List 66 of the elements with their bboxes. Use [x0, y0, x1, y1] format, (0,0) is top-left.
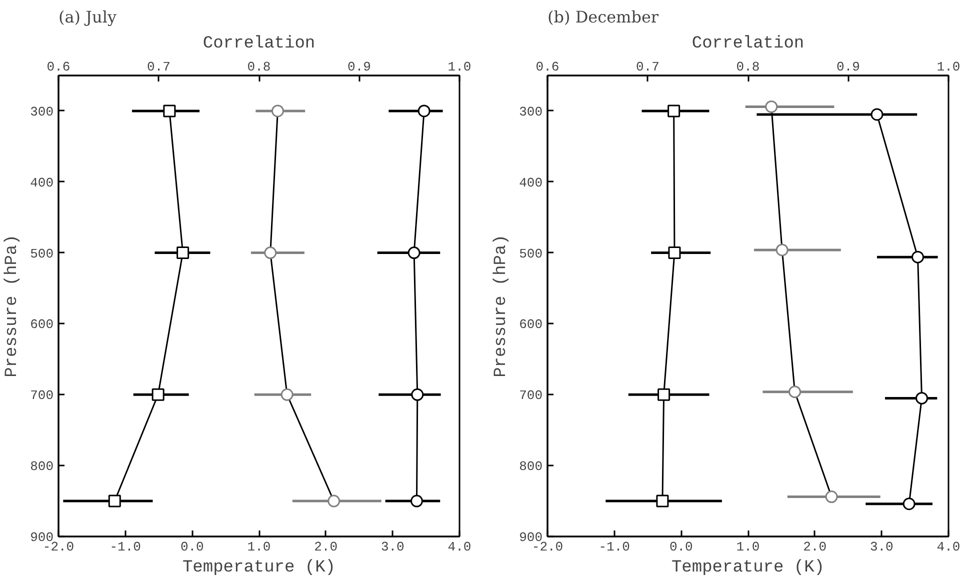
y-tick-label: 400 — [30, 175, 54, 190]
y-axis-title: Pressure (hPa) — [492, 234, 512, 378]
point — [656, 494, 669, 508]
point — [916, 392, 928, 404]
point — [264, 246, 277, 260]
point — [411, 388, 424, 401]
y-tick-label: 800 — [30, 459, 54, 474]
x-tick-label: 4.0 — [936, 540, 960, 554]
x2-tick-label: 0.7 — [636, 60, 660, 74]
point — [765, 100, 778, 113]
y-tick-label: 400 — [519, 175, 542, 190]
x2-tick-label: 0.9 — [348, 60, 371, 74]
point — [870, 108, 884, 121]
x-tick-label: 3.0 — [870, 540, 894, 554]
point — [176, 246, 190, 260]
x-tick-label: 2.0 — [803, 540, 827, 554]
point — [902, 498, 916, 510]
y-tick-label: 300 — [30, 104, 54, 120]
point — [108, 494, 121, 508]
y-tick-label: 700 — [30, 388, 54, 404]
point — [163, 104, 176, 118]
x-tick-label: 4.0 — [448, 540, 472, 554]
x-tick-label: 1.0 — [247, 540, 271, 554]
y-axis-title: Pressure (hPa) — [3, 234, 22, 378]
x2-axis-title: Correlation — [692, 34, 804, 54]
x-tick-label: 0.0 — [669, 540, 693, 554]
x2-tick-label: 0.6 — [536, 60, 560, 74]
x-tick-label: 2.0 — [314, 540, 338, 554]
point — [271, 104, 284, 118]
y-tick-label: 500 — [30, 246, 54, 262]
point — [658, 388, 670, 401]
chart-title: (a) July — [58, 8, 116, 26]
x2-tick-label: 0.7 — [147, 60, 170, 74]
point — [788, 386, 802, 398]
y-tick-label: 700 — [519, 388, 542, 404]
x2-tick-label: 1.0 — [448, 60, 472, 74]
point — [328, 494, 340, 508]
point — [912, 250, 924, 264]
x-tick-label: -1.0 — [110, 540, 141, 554]
x-axis-title: Temperature (K) — [671, 558, 825, 578]
point — [280, 388, 294, 401]
point — [418, 104, 430, 118]
x-tick-label: 1.0 — [736, 540, 760, 554]
point — [776, 244, 788, 256]
chart-title: (b) December — [548, 8, 659, 26]
y-tick-label: 800 — [519, 459, 542, 474]
point — [668, 246, 681, 260]
x2-axis-title: Correlation — [202, 34, 316, 54]
x-tick-label: 0.0 — [180, 540, 204, 554]
y-tick-label: 600 — [519, 317, 542, 332]
point — [410, 494, 423, 508]
x-tick-label: 3.0 — [380, 540, 404, 554]
x2-tick-label: 0.8 — [247, 60, 271, 74]
y-tick-label: 500 — [519, 246, 542, 262]
point — [825, 490, 838, 504]
x2-tick-label: 0.9 — [836, 60, 860, 74]
x2-tick-label: 0.6 — [46, 60, 70, 74]
x2-tick-label: 0.8 — [736, 60, 760, 74]
point — [668, 104, 680, 118]
x-axis-title: Temperature (K) — [182, 558, 336, 578]
point — [152, 388, 164, 401]
x2-tick-label: 1.0 — [936, 60, 960, 74]
x-tick-label: -1.0 — [598, 540, 630, 554]
point — [408, 246, 420, 260]
y-tick-label: 600 — [30, 317, 54, 332]
y-tick-label: 300 — [519, 104, 542, 120]
